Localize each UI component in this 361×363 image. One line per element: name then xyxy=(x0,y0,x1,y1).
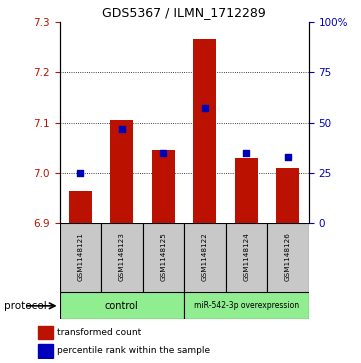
Bar xyxy=(267,223,309,292)
Text: GSM1148123: GSM1148123 xyxy=(119,232,125,281)
Point xyxy=(285,154,291,160)
Bar xyxy=(60,223,101,292)
Bar xyxy=(277,168,299,223)
Bar xyxy=(152,150,175,223)
Bar xyxy=(143,223,184,292)
Bar xyxy=(110,120,133,223)
Bar xyxy=(226,223,267,292)
Bar xyxy=(101,223,143,292)
Text: GSM1148126: GSM1148126 xyxy=(285,232,291,281)
Bar xyxy=(184,223,226,292)
Point xyxy=(160,150,166,156)
Bar xyxy=(184,292,309,319)
Point xyxy=(243,150,249,156)
Text: miR-542-3p overexpression: miR-542-3p overexpression xyxy=(194,301,299,310)
Text: GSM1148125: GSM1148125 xyxy=(160,232,166,281)
Text: GSM1148122: GSM1148122 xyxy=(202,232,208,281)
Text: GSM1148121: GSM1148121 xyxy=(77,232,83,281)
Text: GSM1148124: GSM1148124 xyxy=(243,232,249,281)
Point xyxy=(119,126,125,131)
Bar xyxy=(38,326,53,339)
Bar xyxy=(69,191,92,223)
Text: protocol: protocol xyxy=(4,301,46,311)
Title: GDS5367 / ILMN_1712289: GDS5367 / ILMN_1712289 xyxy=(102,6,266,19)
Point xyxy=(77,170,83,176)
Text: control: control xyxy=(105,301,139,311)
Bar xyxy=(193,40,216,223)
Text: percentile rank within the sample: percentile rank within the sample xyxy=(57,346,210,355)
Bar xyxy=(235,158,258,223)
Bar xyxy=(38,344,53,358)
Text: transformed count: transformed count xyxy=(57,328,142,337)
Bar xyxy=(60,292,184,319)
Point xyxy=(202,106,208,111)
